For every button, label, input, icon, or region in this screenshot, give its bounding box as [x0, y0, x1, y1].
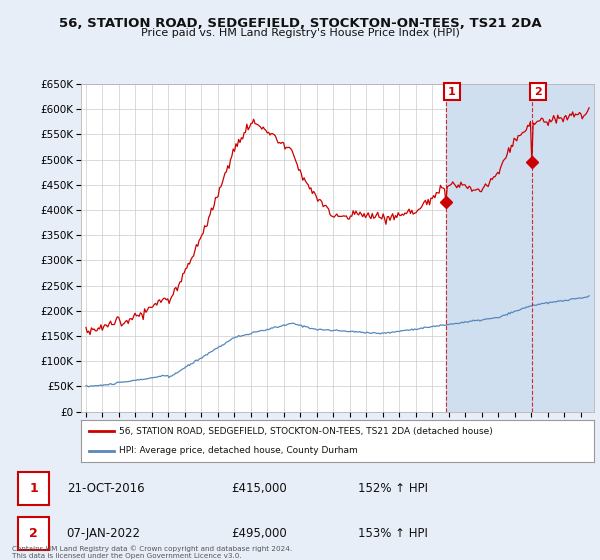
- Text: 1: 1: [448, 87, 456, 96]
- Text: 21-OCT-2016: 21-OCT-2016: [67, 482, 145, 495]
- Text: £495,000: £495,000: [231, 527, 287, 540]
- FancyBboxPatch shape: [18, 472, 49, 505]
- Text: 1: 1: [29, 482, 38, 495]
- Text: 152% ↑ HPI: 152% ↑ HPI: [358, 482, 428, 495]
- Text: Price paid vs. HM Land Registry's House Price Index (HPI): Price paid vs. HM Land Registry's House …: [140, 28, 460, 38]
- Text: 2: 2: [29, 527, 38, 540]
- Text: £415,000: £415,000: [231, 482, 287, 495]
- Text: 153% ↑ HPI: 153% ↑ HPI: [358, 527, 427, 540]
- Text: 2: 2: [534, 87, 542, 96]
- FancyBboxPatch shape: [18, 516, 49, 550]
- Bar: [532, 84, 594, 412]
- Text: HPI: Average price, detached house, County Durham: HPI: Average price, detached house, Coun…: [119, 446, 358, 455]
- Bar: [446, 84, 532, 412]
- Text: Contains HM Land Registry data © Crown copyright and database right 2024.
This d: Contains HM Land Registry data © Crown c…: [12, 545, 292, 559]
- Text: 07-JAN-2022: 07-JAN-2022: [67, 527, 141, 540]
- Text: 56, STATION ROAD, SEDGEFIELD, STOCKTON-ON-TEES, TS21 2DA (detached house): 56, STATION ROAD, SEDGEFIELD, STOCKTON-O…: [119, 427, 493, 436]
- Text: 56, STATION ROAD, SEDGEFIELD, STOCKTON-ON-TEES, TS21 2DA: 56, STATION ROAD, SEDGEFIELD, STOCKTON-O…: [59, 17, 541, 30]
